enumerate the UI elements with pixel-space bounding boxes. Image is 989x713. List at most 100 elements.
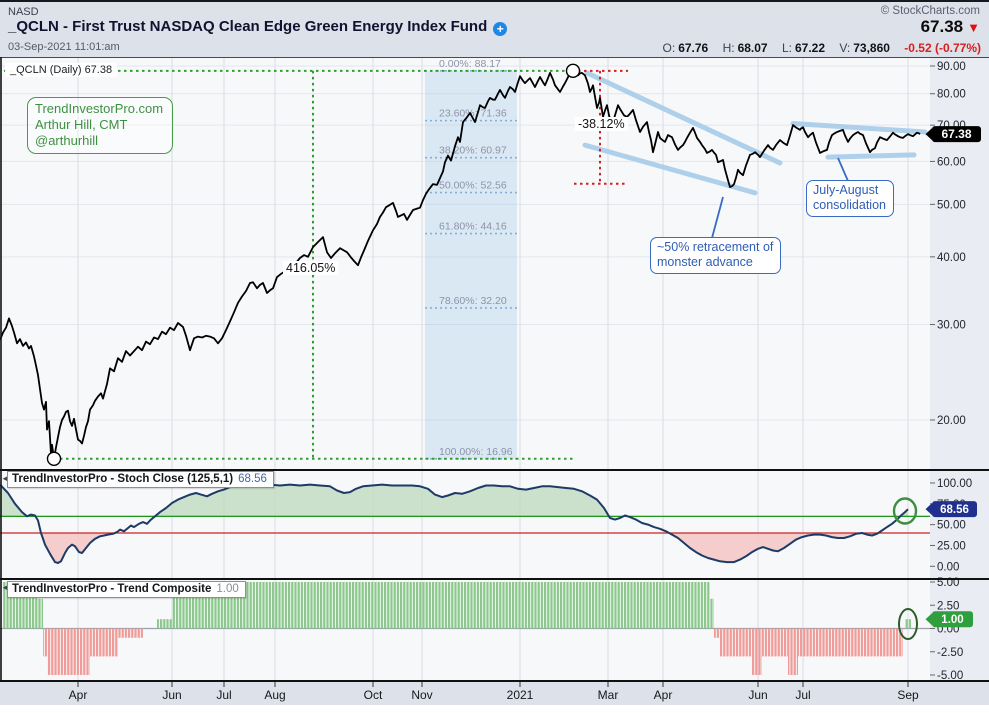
axis-tick-label: 20.00 bbox=[937, 415, 966, 427]
stoch-badge-text: 68.56 bbox=[940, 504, 969, 516]
axis-tick-label: -2.50 bbox=[937, 647, 963, 659]
consolidation-upper bbox=[790, 120, 928, 135]
chart-timestamp: 03-Sep-2021 11:01:am bbox=[8, 41, 120, 53]
fib-label: 50.00%: 52.56 bbox=[439, 180, 507, 192]
month-label: Oct bbox=[364, 688, 383, 702]
trendlines bbox=[582, 70, 928, 196]
axis-tick-label: 25.00 bbox=[937, 540, 966, 552]
stoch-signal-circle bbox=[892, 497, 918, 525]
falling-channel-upper bbox=[584, 70, 783, 166]
price-line bbox=[0, 69, 921, 460]
fib-label: 61.80%: 44.16 bbox=[439, 221, 507, 233]
falling-channel-lower bbox=[582, 142, 758, 196]
consolidation-lower bbox=[825, 152, 917, 160]
pivot-marker bbox=[46, 451, 62, 466]
axis-tick-label: 40.00 bbox=[937, 252, 966, 264]
stoch-badge bbox=[925, 503, 932, 516]
low-label: L: bbox=[781, 41, 792, 55]
callout-retracement: ~50% retracement of monster advance bbox=[650, 237, 782, 274]
tc-bar-segment bbox=[157, 619, 172, 629]
tc-bar-segment bbox=[118, 628, 143, 638]
fib-label: 0.00%: 88.17 bbox=[439, 58, 501, 70]
tc-collapse-icon[interactable]: ◄ bbox=[1, 583, 9, 592]
stoch-collapse-icon[interactable]: ◄ bbox=[1, 474, 9, 483]
axis-tick-label: 30.00 bbox=[937, 320, 966, 332]
month-label: Jun bbox=[162, 688, 181, 702]
stoch-badge bbox=[932, 501, 977, 518]
tc-panel-title: TrendInvestorPro - Trend Composite 1.00 bbox=[7, 581, 246, 598]
date-axis-background bbox=[0, 681, 989, 705]
high-value: 68.07 bbox=[737, 41, 768, 55]
callout-line: monster advance bbox=[657, 255, 753, 269]
month-label: Nov bbox=[411, 688, 432, 702]
tc-signal-circle bbox=[898, 608, 918, 640]
month-label: Mar bbox=[598, 688, 619, 702]
tc-badge-text: 1.00 bbox=[941, 614, 963, 626]
tc-bar-segment bbox=[762, 628, 788, 657]
pivot-marker bbox=[565, 63, 581, 79]
tc-bar-segment bbox=[714, 628, 720, 638]
add-symbol-icon[interactable]: + bbox=[493, 22, 508, 36]
change-value: -0.52 (-0.77%) bbox=[904, 41, 981, 55]
fib-band bbox=[425, 70, 517, 459]
open-label: O: bbox=[662, 41, 676, 55]
volume-value: 73,860 bbox=[853, 41, 890, 55]
fib-levels: 0.00%: 88.17 23.60%: 71.36 38.20%: 60.97 50… bbox=[425, 58, 517, 460]
axis-tick-label: 50.00 bbox=[937, 520, 966, 532]
date-axis: Apr Jun Jul Aug Oct Nov 2021 Mar Apr Jun Jul Sep bbox=[69, 681, 919, 702]
axis-tick-label: 60.00 bbox=[937, 156, 966, 168]
watermark-line: Arthur Hill, CMT bbox=[35, 117, 128, 132]
axis-tick-label: 100.00 bbox=[937, 478, 972, 490]
zigzag-gain-label: 416.05% bbox=[283, 261, 339, 275]
last-price-value: 67.38 bbox=[920, 17, 964, 36]
tc-bar-segment bbox=[43, 628, 47, 657]
symbol-title: _QCLN - First Trust NASDAQ Clean Edge Gr… bbox=[8, 18, 508, 36]
tc-bar-segment bbox=[752, 628, 762, 675]
callout-line: July-August bbox=[813, 183, 879, 197]
tc-bar-segment bbox=[177, 582, 710, 629]
tc-bar-segment bbox=[47, 628, 90, 675]
month-label: 2021 bbox=[507, 688, 534, 702]
axis-tick-label: -5.00 bbox=[937, 670, 963, 682]
price-badge bbox=[932, 126, 981, 143]
axis-tick-label: 50.00 bbox=[937, 199, 966, 211]
price-badge bbox=[925, 128, 932, 141]
tc-title-text: TrendInvestorPro - Trend Composite bbox=[12, 583, 212, 595]
month-label: Sep bbox=[897, 688, 919, 702]
callout-line: consolidation bbox=[813, 198, 886, 212]
main-panel-legend: _QCLN (Daily) 67.38 bbox=[5, 63, 118, 77]
stoch-line bbox=[0, 483, 909, 564]
tc-bar-segment bbox=[90, 628, 118, 657]
axis-tick-label: 2.50 bbox=[937, 600, 959, 612]
tc-bar-segment bbox=[37, 598, 43, 629]
month-label: Jul bbox=[795, 688, 810, 702]
stoch-panel-title: TrendInvestorPro - Stoch Close (125,5,1)… bbox=[7, 471, 274, 488]
tc-badge bbox=[932, 611, 973, 628]
tc-title-value: 1.00 bbox=[216, 583, 239, 595]
price-badge-text: 67.38 bbox=[941, 127, 971, 141]
tc-bar-segment bbox=[710, 598, 714, 629]
right-axis: 90.0080.0070.0060.0050.0040.0030.0020.00… bbox=[925, 61, 981, 682]
month-label: Jun bbox=[748, 688, 767, 702]
callout-tails bbox=[711, 157, 849, 239]
tc-bar-segment bbox=[788, 628, 798, 675]
axis-strip-background bbox=[930, 57, 989, 705]
ohlc-row: O: 67.76 H: 68.07 L: 67.22 V: 73,860 -0.52 (… bbox=[652, 41, 981, 55]
month-label: Apr bbox=[69, 688, 88, 702]
axis-tick-label: 80.00 bbox=[937, 89, 966, 101]
open-value: 67.76 bbox=[678, 41, 709, 55]
stoch-title-value: 68.56 bbox=[238, 473, 267, 485]
decline-pct-label: -38.12% bbox=[575, 117, 628, 131]
callout-line: ~50% retracement of bbox=[657, 240, 774, 254]
axis-tick-label: 0.00 bbox=[937, 561, 959, 573]
fib-label: 23.60%: 71.36 bbox=[439, 108, 507, 120]
tc-bar-segment bbox=[798, 628, 903, 657]
watermark-line: TrendInvestorPro.com bbox=[35, 101, 164, 116]
tc-bar-segment bbox=[720, 628, 752, 657]
high-label: H: bbox=[722, 41, 735, 55]
panel-borders bbox=[0, 56, 989, 682]
fib-label: 100.00%: 16.96 bbox=[439, 446, 513, 458]
copyright-label: © StockCharts.com bbox=[880, 5, 980, 17]
